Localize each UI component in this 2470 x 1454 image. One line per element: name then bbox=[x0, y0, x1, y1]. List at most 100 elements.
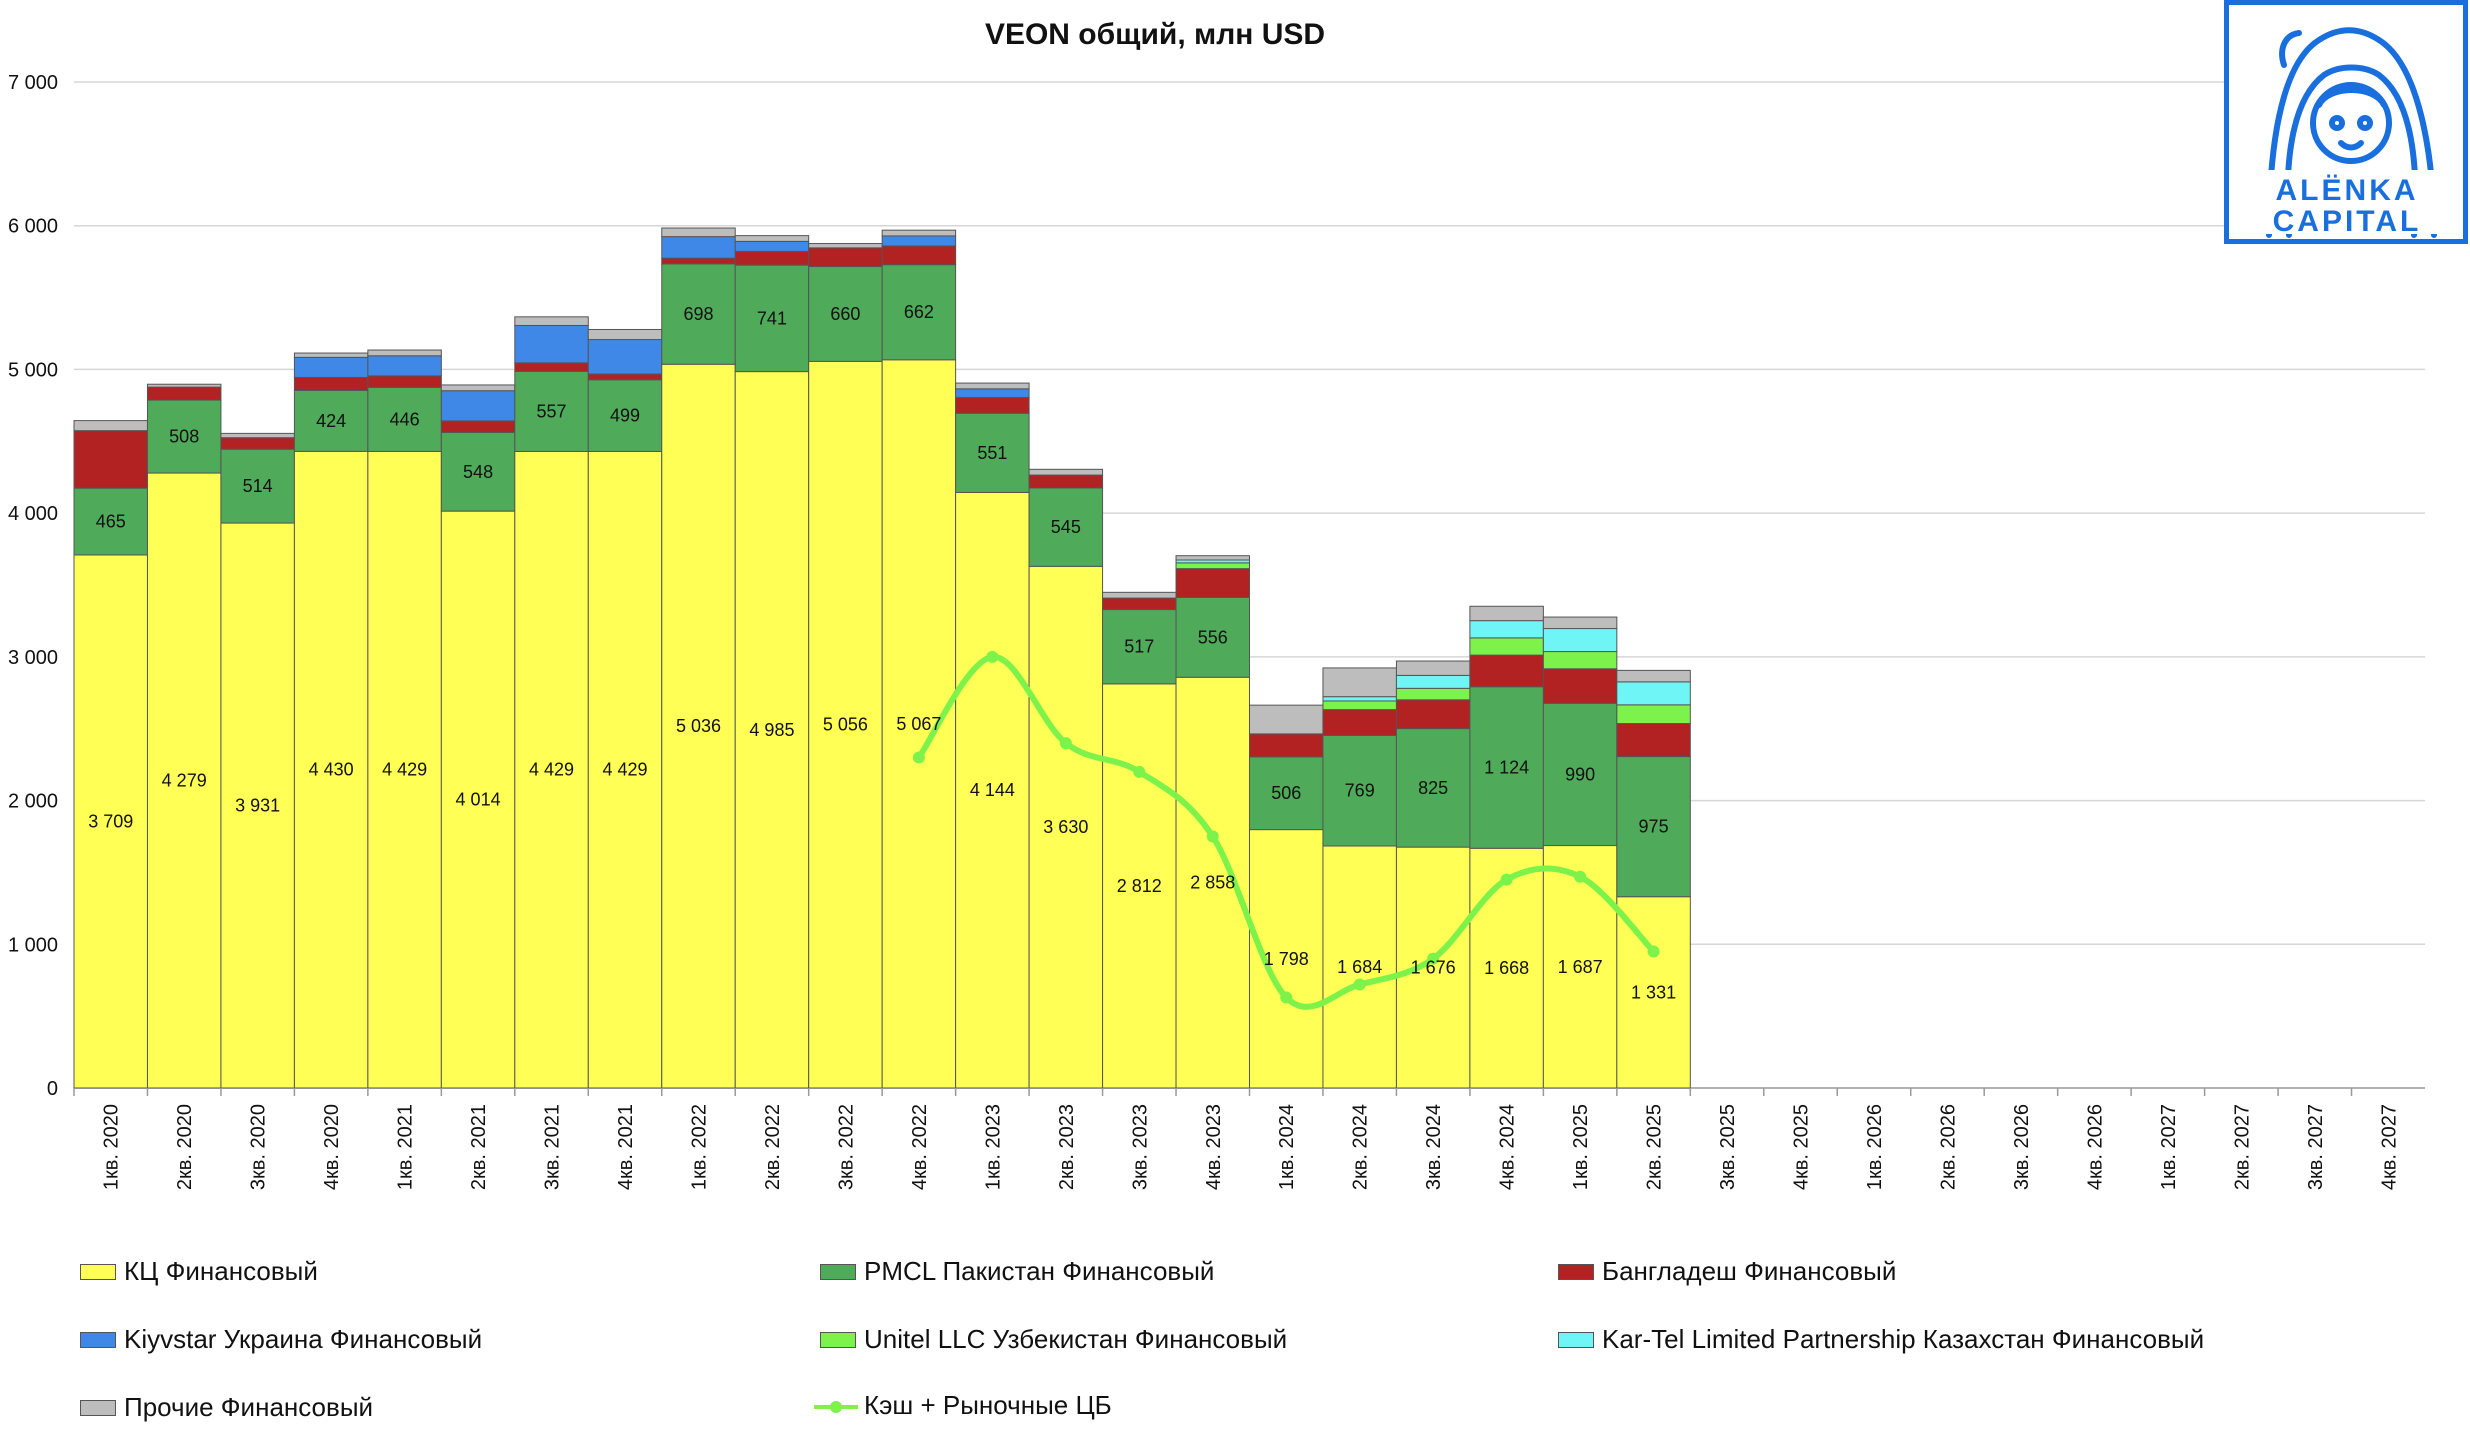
cash-point-2 bbox=[1059, 737, 1072, 750]
bar-bangladesh-1 bbox=[146, 386, 222, 401]
bar-bangladesh-8 bbox=[661, 257, 736, 265]
cash-point-1 bbox=[986, 650, 999, 663]
data-label-pmcl: 556 bbox=[1198, 627, 1228, 647]
x-tick-label: 1кв. 2026 bbox=[1864, 1104, 1886, 1190]
x-tick-label: 1кв. 2023 bbox=[982, 1104, 1004, 1190]
bar-kc-2 bbox=[220, 522, 295, 1089]
bar-other-12 bbox=[955, 382, 1030, 390]
bar-kc-19 bbox=[1469, 847, 1544, 1089]
bar-kyivstar-9 bbox=[734, 240, 810, 252]
bar-bangladesh-0 bbox=[73, 430, 148, 489]
y-axis-ticks: 0 1 000 2 000 3 000 4 000 5 000 6 000 7 000 bbox=[8, 72, 58, 1100]
x-tick-label: 3кв. 2027 bbox=[2305, 1104, 2327, 1190]
legend-label-kc: КЦ Финансовый bbox=[124, 1256, 318, 1286]
bar-other-4 bbox=[367, 349, 442, 357]
cash-point-5 bbox=[1280, 991, 1293, 1004]
data-label-kc: 5 056 bbox=[823, 715, 868, 735]
data-label-kc: 4 429 bbox=[382, 760, 427, 780]
data-label-pmcl: 990 bbox=[1565, 764, 1595, 784]
bar-other-5 bbox=[440, 384, 516, 392]
bar-kyivstar-5 bbox=[440, 390, 516, 422]
bar-kc-0 bbox=[73, 554, 148, 1089]
legend-item-kartel: Kar-Tel Limited Partnership Казахстан Фи… bbox=[1558, 1324, 2204, 1355]
bar-kc-6 bbox=[514, 450, 589, 1089]
bar-other-7 bbox=[587, 328, 663, 341]
bar-kc-1 bbox=[146, 472, 222, 1089]
data-label-kc: 4 985 bbox=[749, 720, 794, 740]
bar-kartel-20 bbox=[1542, 628, 1618, 653]
cash-point-7 bbox=[1427, 952, 1440, 965]
bar-unitel-17 bbox=[1322, 700, 1397, 711]
x-tick-label: 4кв. 2023 bbox=[1203, 1104, 1225, 1190]
bar-bangladesh-5 bbox=[440, 420, 516, 433]
bar-kc-9 bbox=[734, 371, 810, 1089]
bar-bangladesh-16 bbox=[1249, 733, 1324, 758]
cash-point-4 bbox=[1206, 830, 1219, 843]
data-label-pmcl: 660 bbox=[830, 304, 860, 324]
bar-pmcl-8 bbox=[661, 263, 736, 365]
cash-point-8 bbox=[1500, 873, 1513, 886]
x-tick-label: 4кв. 2020 bbox=[321, 1104, 343, 1190]
data-label-pmcl: 514 bbox=[243, 476, 273, 496]
data-label-kc: 3 630 bbox=[1043, 817, 1088, 837]
cash-line-series bbox=[912, 650, 1660, 1010]
bar-pmcl-20 bbox=[1542, 702, 1618, 847]
alenka-capital-logo: ALЁNKA CAPITAL bbox=[2224, 0, 2468, 244]
bar-kartel-17 bbox=[1322, 696, 1397, 702]
bar-kartel-18 bbox=[1395, 674, 1471, 689]
bar-kc-8 bbox=[661, 363, 736, 1089]
bar-pmcl-11 bbox=[881, 264, 957, 361]
bar-bangladesh-17 bbox=[1322, 709, 1397, 736]
bar-bangladesh-15 bbox=[1175, 568, 1250, 598]
bar-other-8 bbox=[661, 227, 736, 238]
data-label-pmcl: 662 bbox=[904, 302, 934, 322]
legend-item-bangladesh: Бангладеш Финансовый bbox=[1558, 1256, 1896, 1287]
bar-bangladesh-7 bbox=[587, 373, 663, 381]
data-label-pmcl: 517 bbox=[1124, 637, 1154, 657]
bar-kyivstar-7 bbox=[587, 339, 663, 375]
data-label-kc: 4 279 bbox=[162, 771, 207, 791]
data-labels: 3 709 465 4 279 508 3 931 514 4 430 424 4 429 446… bbox=[88, 302, 1676, 1002]
bar-other-17 bbox=[1322, 667, 1397, 698]
bar-bangladesh-11 bbox=[881, 245, 957, 266]
data-label-pmcl: 508 bbox=[169, 427, 199, 447]
x-tick-label: 3кв. 2024 bbox=[1423, 1104, 1445, 1190]
y-tick-label: 0 bbox=[47, 1078, 58, 1100]
bar-other-16 bbox=[1249, 704, 1324, 735]
x-tick-label: 1кв. 2025 bbox=[1570, 1104, 1592, 1190]
bar-other-15 bbox=[1175, 555, 1250, 561]
data-label-kc: 1 668 bbox=[1484, 958, 1529, 978]
data-label-pmcl: 698 bbox=[683, 304, 713, 324]
legend-item-unitel: Unitel LLC Узбекистан Финансовый bbox=[820, 1324, 1287, 1355]
bar-bangladesh-3 bbox=[293, 376, 369, 391]
x-tick-label: 2кв. 2026 bbox=[1937, 1104, 1959, 1190]
bar-series bbox=[73, 227, 1691, 1089]
bar-bangladesh-6 bbox=[514, 362, 589, 372]
x-tick-label: 4кв. 2026 bbox=[2084, 1104, 2106, 1190]
bar-bangladesh-12 bbox=[955, 396, 1030, 414]
data-label-pmcl: 424 bbox=[316, 411, 346, 431]
cash-point-6 bbox=[1353, 978, 1366, 991]
x-tick-label: 3кв. 2023 bbox=[1129, 1104, 1151, 1190]
logo-line1: ALЁNKA bbox=[2275, 174, 2418, 207]
bar-kc-21 bbox=[1616, 896, 1691, 1089]
chart-legend: КЦ Финансовый PMCL Пакистан Финансовый Б… bbox=[0, 1240, 2470, 1454]
bar-kc-20 bbox=[1542, 845, 1618, 1089]
bar-kc-10 bbox=[808, 360, 883, 1089]
bar-pmcl-6 bbox=[514, 370, 589, 452]
data-label-kc: 1 331 bbox=[1631, 982, 1676, 1002]
bar-bangladesh-21 bbox=[1616, 723, 1691, 758]
bar-other-18 bbox=[1395, 660, 1471, 676]
bar-kc-7 bbox=[587, 450, 663, 1089]
bar-pmcl-18 bbox=[1395, 728, 1471, 848]
bar-kc-3 bbox=[293, 450, 369, 1089]
legend-label-other: Прочие Финансовый bbox=[124, 1392, 374, 1422]
x-tick-label: 2кв. 2022 bbox=[762, 1104, 784, 1190]
data-label-kc: 4 429 bbox=[602, 760, 647, 780]
y-tick-label: 1 000 bbox=[8, 934, 58, 956]
bar-other-2 bbox=[220, 432, 295, 439]
data-label-pmcl: 1 124 bbox=[1484, 758, 1529, 778]
bar-pmcl-7 bbox=[587, 379, 663, 452]
matryoshka-icon: ALЁNKA CAPITAL bbox=[2247, 27, 2447, 238]
legend-item-kyivstar: Kiyvstar Украина Финансовый bbox=[80, 1324, 482, 1355]
